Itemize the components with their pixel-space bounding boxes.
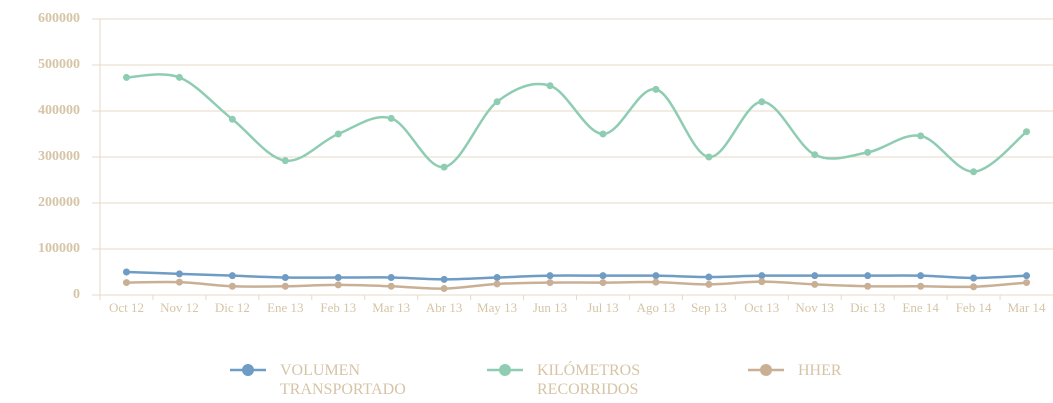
x-tick-label: Jun 13 <box>533 300 567 315</box>
point <box>228 115 236 123</box>
x-tick-label: Ene 13 <box>267 300 303 315</box>
point <box>334 130 342 138</box>
point <box>652 272 660 280</box>
point <box>546 82 554 90</box>
point <box>175 73 183 81</box>
point <box>652 278 660 286</box>
point <box>652 85 660 93</box>
point <box>864 272 872 280</box>
x-tick-label: Feb 14 <box>956 300 992 315</box>
point <box>281 282 289 290</box>
point <box>546 272 554 280</box>
point <box>387 274 395 282</box>
point <box>440 285 448 293</box>
x-tick-label: Ene 14 <box>902 300 939 315</box>
point <box>122 268 130 276</box>
legend-label: HHER <box>798 362 842 379</box>
point <box>758 272 766 280</box>
legend-marker <box>499 364 511 376</box>
point <box>387 114 395 122</box>
point <box>1023 272 1031 280</box>
x-tick-label: Mar 13 <box>372 300 410 315</box>
point <box>122 73 130 81</box>
point <box>546 279 554 287</box>
point <box>917 132 925 140</box>
series-line <box>126 280 1027 290</box>
legend-item: VOLUMEN TRANSPORTADO <box>230 361 440 399</box>
legend-item: KILÓMETROS RECORRIDOS <box>487 361 697 399</box>
point <box>228 282 236 290</box>
legend-swatch <box>487 364 523 376</box>
point <box>705 280 713 288</box>
point <box>758 98 766 106</box>
point <box>281 157 289 165</box>
point <box>334 274 342 282</box>
point <box>970 274 978 282</box>
legend-label: VOLUMEN TRANSPORTADO <box>280 362 406 398</box>
y-tick-label: 300000 <box>38 149 80 164</box>
point <box>281 274 289 282</box>
point <box>758 278 766 286</box>
point <box>864 282 872 290</box>
x-tick-label: Oct 12 <box>109 300 144 315</box>
x-tick-label: Oct 13 <box>744 300 779 315</box>
x-tick-label: Nov 12 <box>160 300 199 315</box>
point <box>493 280 501 288</box>
legend-swatch <box>748 364 784 376</box>
point <box>917 272 925 280</box>
legend-label: KILÓMETROS RECORRIDOS <box>537 362 641 398</box>
legend-marker <box>242 364 254 376</box>
point <box>599 130 607 138</box>
point <box>122 279 130 287</box>
point <box>175 270 183 278</box>
point <box>228 272 236 280</box>
x-tick-label: Dic 13 <box>850 300 885 315</box>
x-tick-label: Abr 13 <box>426 300 462 315</box>
x-tick-label: Dic 12 <box>215 300 250 315</box>
point <box>811 272 819 280</box>
y-tick-label: 400000 <box>38 103 80 118</box>
point <box>493 98 501 106</box>
series-line <box>126 270 1027 281</box>
point <box>440 275 448 283</box>
point <box>917 282 925 290</box>
point <box>864 148 872 156</box>
x-tick-label: Mar 14 <box>1008 300 1046 315</box>
y-tick-label: 100000 <box>38 241 80 256</box>
x-tick-label: May 13 <box>477 300 517 315</box>
y-tick-label: 600000 <box>38 11 80 26</box>
x-tick-label: Ago 13 <box>637 300 676 315</box>
point <box>970 168 978 176</box>
point <box>493 274 501 282</box>
x-tick-label: Feb 13 <box>320 300 356 315</box>
x-tick-label: Nov 13 <box>795 300 834 315</box>
point <box>387 282 395 290</box>
point <box>175 278 183 286</box>
legend-item: HHER <box>748 361 958 380</box>
point <box>811 151 819 159</box>
x-tick-label: Sep 13 <box>691 300 727 315</box>
y-tick-label: 500000 <box>38 57 80 72</box>
point <box>440 163 448 171</box>
point <box>334 281 342 289</box>
legend-marker <box>760 364 772 376</box>
point <box>811 280 819 288</box>
point <box>599 272 607 280</box>
chart: 0 100000 200000 300000 400000 500000 600000 Oct… <box>38 11 1053 315</box>
y-tick-label: 0 <box>73 287 80 302</box>
legend-swatch <box>230 364 266 376</box>
point <box>970 283 978 291</box>
point <box>599 279 607 287</box>
point <box>705 273 713 281</box>
point <box>1023 279 1031 287</box>
point <box>705 153 713 161</box>
x-tick-label: Jul 13 <box>587 300 618 315</box>
point <box>1023 128 1031 136</box>
y-tick-label: 200000 <box>38 195 80 210</box>
